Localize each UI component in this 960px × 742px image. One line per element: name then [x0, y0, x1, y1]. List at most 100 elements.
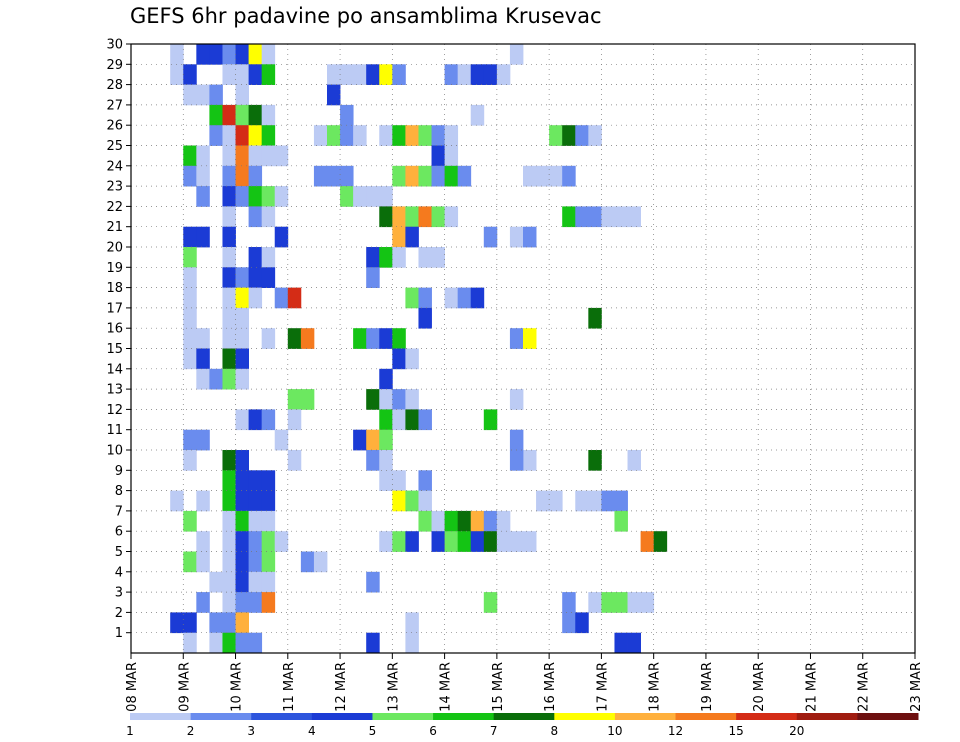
heatmap-cell	[222, 551, 236, 573]
heatmap-cell	[392, 125, 406, 146]
heatmap-cell	[248, 247, 263, 268]
heatmap-cell	[183, 165, 197, 187]
heatmap-cell	[248, 531, 263, 552]
y-tick-label: 8	[115, 484, 123, 499]
heatmap-cell	[418, 409, 432, 431]
heatmap-cell	[300, 389, 315, 410]
heatmap-cell	[457, 531, 472, 552]
y-tick-label: 1	[115, 626, 123, 641]
heatmap-cell	[457, 287, 472, 309]
heatmap-cell	[601, 490, 615, 512]
y-tick-label: 29	[106, 58, 123, 73]
heatmap-cell	[392, 348, 406, 370]
heatmap-cell	[444, 64, 459, 85]
heatmap-cell	[222, 247, 236, 268]
heatmap-cell	[222, 571, 236, 593]
heatmap-cell	[483, 592, 498, 613]
legend-label: 7	[490, 724, 498, 738]
heatmap-cell	[196, 186, 210, 207]
heatmap-cell	[353, 186, 367, 207]
heatmap-cell	[196, 592, 210, 613]
x-tick-label: 20 MAR	[752, 662, 767, 712]
y-tick-label: 23	[106, 180, 123, 195]
legend-swatch	[614, 713, 677, 720]
heatmap-cell	[170, 490, 184, 512]
heatmap-cell	[235, 125, 249, 146]
heatmap-cell	[222, 145, 236, 167]
x-axis: 08 MAR 09 MAR 10 MAR 11 MAR 12 MAR 13 MAR 14 M…	[125, 653, 924, 712]
heatmap-cell	[405, 125, 419, 146]
legend-swatch	[675, 713, 737, 720]
heatmap-cell	[431, 165, 445, 187]
heatmap-cell	[379, 531, 393, 552]
heatmap-cell	[170, 612, 184, 634]
heatmap-cell	[183, 450, 197, 471]
heatmap-cell	[562, 592, 576, 613]
heatmap-cell	[614, 490, 628, 512]
heatmap-cell	[379, 186, 393, 207]
heatmap-cell	[523, 328, 537, 349]
heatmap-cell	[392, 389, 406, 410]
heatmap-cell	[183, 145, 197, 167]
heatmap-cell	[222, 44, 236, 65]
heatmap-cell	[444, 165, 459, 187]
legend-swatch	[251, 713, 313, 720]
heatmap-cell	[261, 409, 276, 431]
heatmap-cell	[248, 287, 263, 309]
heatmap-cell	[248, 64, 263, 85]
heatmap-cell	[222, 206, 236, 228]
heatmap-cell	[444, 287, 459, 309]
heatmap-cell	[196, 368, 210, 390]
heatmap-cell	[575, 612, 589, 634]
heatmap-cell	[235, 287, 249, 309]
heatmap-cell	[340, 125, 354, 146]
heatmap-cell	[405, 531, 419, 552]
heatmap-cell	[614, 510, 628, 532]
heatmap-cell	[366, 389, 380, 410]
legend-label: 1	[126, 724, 134, 738]
heatmap-cell	[209, 632, 223, 654]
x-tick-label: 14 MAR	[439, 662, 454, 712]
heatmap-cell	[431, 247, 445, 268]
legend-swatch	[736, 713, 798, 720]
heatmap-cell	[509, 429, 524, 451]
x-tick-label: 12 MAR	[334, 662, 349, 712]
heatmap-cell	[327, 125, 341, 146]
y-tick-label: 10	[106, 444, 123, 459]
heatmap-cell	[261, 186, 276, 207]
y-tick-label: 25	[106, 139, 123, 154]
heatmap-cell	[235, 551, 249, 573]
heatmap-cell	[614, 592, 628, 613]
heatmap-cell	[235, 490, 249, 512]
heatmap-cell	[209, 44, 223, 65]
heatmap-cell	[235, 531, 249, 552]
y-tick-label: 12	[106, 403, 123, 418]
heatmap-cell	[209, 125, 223, 146]
heatmap-cell	[183, 287, 197, 309]
heatmap-cell	[340, 64, 354, 85]
heatmap-cell	[222, 165, 236, 187]
heatmap-cell	[170, 64, 184, 85]
heatmap-cell	[483, 409, 498, 431]
heatmap-cell	[444, 206, 459, 228]
heatmap-cell	[222, 470, 236, 491]
legend-swatch	[796, 713, 858, 720]
heatmap-cell	[562, 165, 576, 187]
heatmap-cell	[614, 206, 628, 228]
y-tick-label: 7	[115, 504, 123, 519]
heatmap-cell	[248, 592, 263, 613]
heatmap-cell	[274, 287, 289, 309]
heatmap-cell	[405, 206, 419, 228]
heatmap-cell	[248, 551, 263, 573]
heatmap-cell	[274, 429, 289, 451]
heatmap-cell	[549, 490, 563, 512]
heatmap-cell	[366, 632, 380, 654]
legend-label: 8	[550, 724, 558, 738]
y-tick-label: 18	[106, 281, 123, 296]
heatmap-cell	[353, 328, 367, 349]
heatmap-cell	[588, 206, 602, 228]
heatmap-cell	[261, 64, 276, 85]
heatmap-cell	[392, 206, 406, 228]
heatmap-cell	[366, 267, 380, 288]
heatmap-cell	[183, 64, 197, 85]
